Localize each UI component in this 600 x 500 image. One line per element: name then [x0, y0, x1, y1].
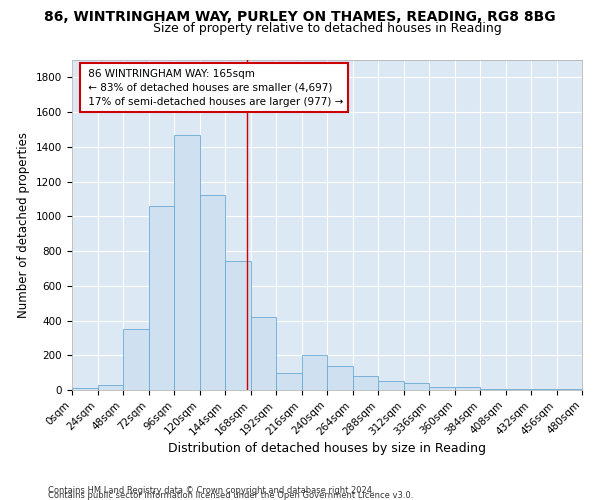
Bar [174, 134, 199, 390]
Bar [327, 366, 353, 390]
Bar [404, 383, 429, 390]
Bar [353, 376, 378, 390]
Bar [251, 317, 276, 390]
Bar [302, 356, 327, 390]
Bar [429, 388, 455, 390]
Bar [378, 382, 404, 390]
Bar [97, 385, 123, 390]
Y-axis label: Number of detached properties: Number of detached properties [17, 132, 31, 318]
Bar [276, 372, 302, 390]
Bar [72, 388, 97, 390]
Text: Contains public sector information licensed under the Open Government Licence v3: Contains public sector information licen… [48, 491, 413, 500]
Bar [455, 388, 480, 390]
Text: 86 WINTRINGHAM WAY: 165sqm
 ← 83% of detached houses are smaller (4,697)
 17% of: 86 WINTRINGHAM WAY: 165sqm ← 83% of deta… [85, 68, 343, 106]
Bar [225, 262, 251, 390]
Bar [505, 389, 531, 390]
X-axis label: Distribution of detached houses by size in Reading: Distribution of detached houses by size … [168, 442, 486, 455]
Bar [149, 206, 174, 390]
Text: Contains HM Land Registry data © Crown copyright and database right 2024.: Contains HM Land Registry data © Crown c… [48, 486, 374, 495]
Title: Size of property relative to detached houses in Reading: Size of property relative to detached ho… [152, 22, 502, 35]
Bar [199, 196, 225, 390]
Bar [123, 329, 149, 390]
Text: 86, WINTRINGHAM WAY, PURLEY ON THAMES, READING, RG8 8BG: 86, WINTRINGHAM WAY, PURLEY ON THAMES, R… [44, 10, 556, 24]
Bar [480, 389, 505, 390]
